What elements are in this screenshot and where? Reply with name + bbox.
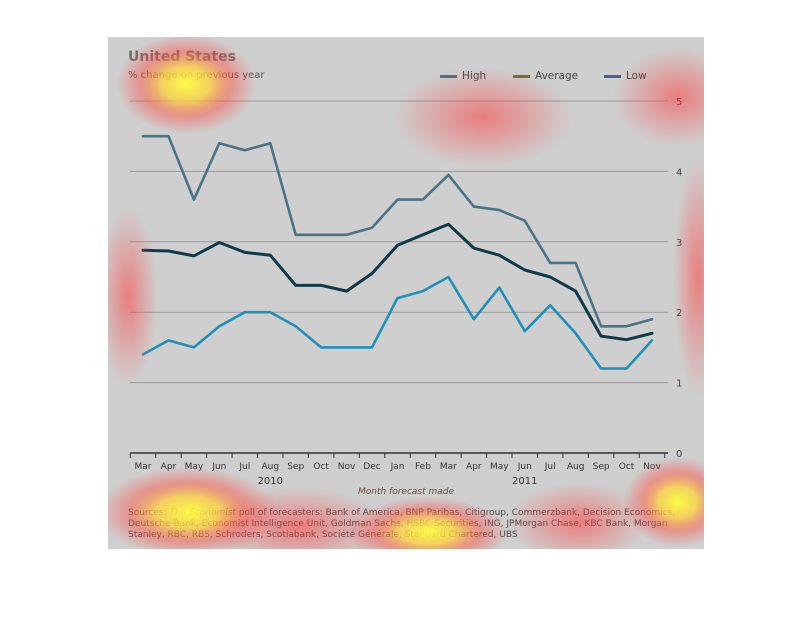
x-tick-label: Oct (619, 462, 635, 472)
line-chart: 0 1 2 3 4 5 Mar Apr May Jun Jul Aug Sep Oct Nov Dec Jan F… (129, 97, 682, 487)
x-axis-label: Month forecast made (357, 487, 455, 497)
x-tick-label: Aug (261, 462, 279, 472)
series-line-average (141, 222, 654, 342)
x-tick-label: Apr (161, 462, 177, 472)
legend-item-average: Average (513, 70, 578, 82)
y-tick-label: 1 (676, 379, 682, 390)
legend-label-average: Average (535, 70, 579, 82)
x-tick-label: Dec (363, 462, 380, 472)
x-tick-label: Jul (544, 462, 556, 472)
x-tick-label: May (185, 462, 204, 472)
legend-swatch-low (604, 74, 621, 78)
chart-title: United States (128, 49, 236, 65)
chart-figure: 0 1 2 3 4 5 Mar Apr May Jun Jul Aug Sep Oct Nov Dec Jan F… (108, 37, 704, 549)
legend-item-low: Low (604, 70, 647, 82)
y-tick-label: 4 (676, 167, 682, 178)
series-line-high (141, 134, 654, 328)
x-tick-label: Feb (415, 462, 431, 472)
legend-label-high: High (462, 70, 487, 82)
sources-publication: The Economist (169, 508, 236, 518)
legend-swatch-average (513, 74, 530, 78)
x-tick-label: Nov (338, 462, 356, 472)
x-tick-label: Jan (390, 462, 405, 472)
x-tick-label: Jun (517, 462, 532, 472)
y-tick-label: 3 (676, 238, 682, 249)
x-tick-label: Jul (238, 462, 250, 472)
y-tick-label: 0 (676, 449, 682, 460)
x-tick-label: May (490, 462, 509, 472)
x-tick-label: Oct (313, 462, 329, 472)
sources-prefix: Sources: (128, 508, 170, 518)
x-tick-label: Apr (466, 462, 482, 472)
year-label: 2011 (512, 476, 537, 487)
x-tick-label: Nov (643, 462, 661, 472)
x-tick-label: Mar (440, 462, 457, 472)
legend-swatch-high (440, 74, 457, 78)
y-tick-label: 2 (676, 308, 682, 319)
x-tick-label: Jun (211, 462, 226, 472)
x-tick-label: Aug (567, 462, 585, 472)
year-label: 2010 (258, 476, 283, 487)
y-tick-label: 5 (676, 97, 682, 108)
legend-item-high: High (440, 70, 486, 82)
x-tick-label: Sep (593, 462, 610, 472)
x-tick-label: Sep (287, 462, 304, 472)
series-line-low (141, 275, 654, 370)
sources-note: Sources: The Economist poll of forecaste… (128, 508, 688, 541)
legend-label-low: Low (626, 70, 647, 82)
x-tick-label: Mar (135, 462, 152, 472)
chart-subtitle: % change on previous year (128, 70, 265, 81)
